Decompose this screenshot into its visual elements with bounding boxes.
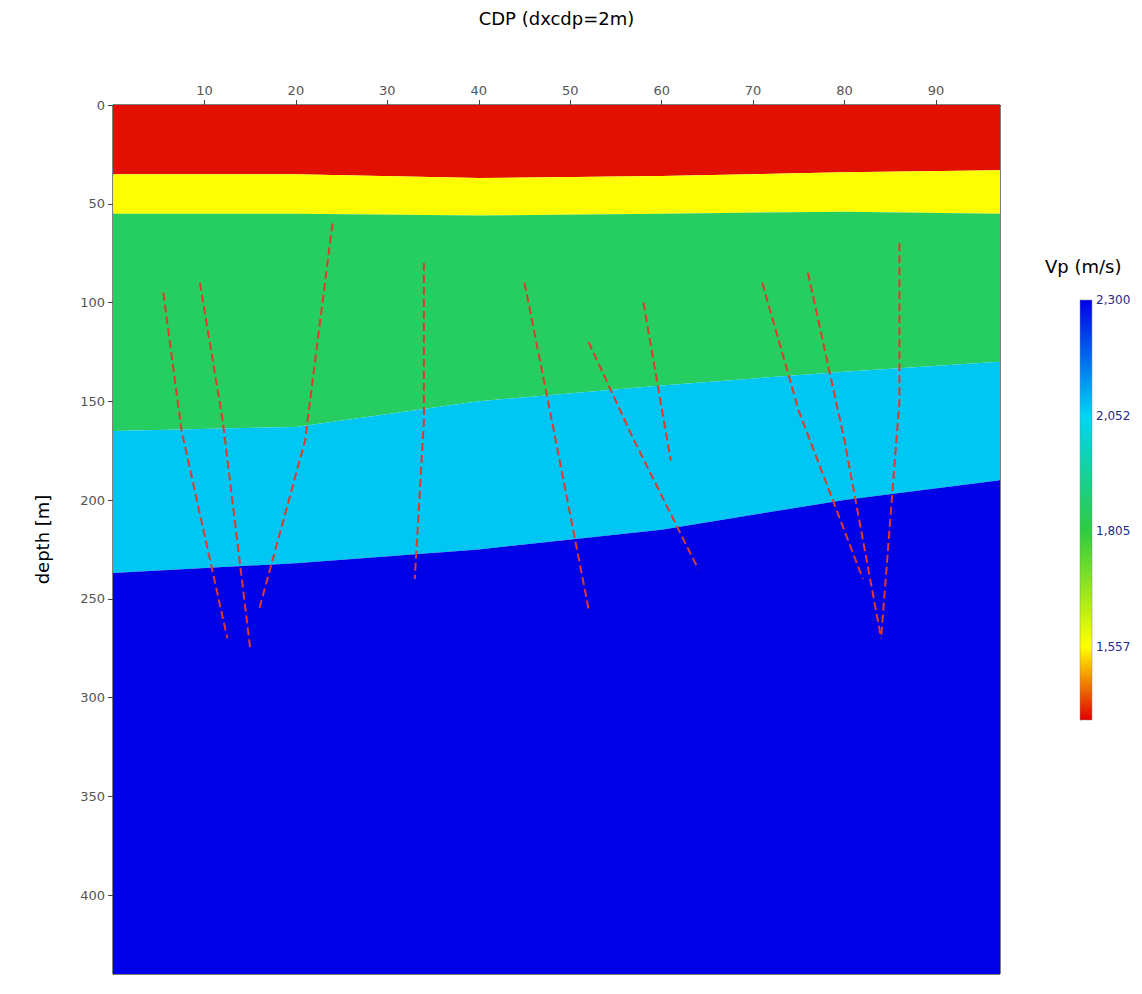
svg-text:20: 20 bbox=[288, 83, 305, 98]
svg-text:300: 300 bbox=[80, 690, 105, 705]
svg-text:50: 50 bbox=[562, 83, 579, 98]
svg-text:CDP (dxcdp=2m): CDP (dxcdp=2m) bbox=[479, 8, 635, 29]
svg-text:60: 60 bbox=[653, 83, 670, 98]
svg-text:2,300: 2,300 bbox=[1096, 293, 1130, 307]
svg-text:90: 90 bbox=[928, 83, 945, 98]
svg-text:1,805: 1,805 bbox=[1096, 524, 1130, 538]
svg-text:1,557: 1,557 bbox=[1096, 640, 1130, 654]
svg-text:depth [m]: depth [m] bbox=[32, 495, 53, 585]
svg-text:50: 50 bbox=[88, 196, 105, 211]
svg-text:10: 10 bbox=[196, 83, 213, 98]
svg-text:400: 400 bbox=[80, 888, 105, 903]
svg-text:80: 80 bbox=[836, 83, 853, 98]
svg-text:0: 0 bbox=[97, 98, 105, 113]
svg-text:2,052: 2,052 bbox=[1096, 409, 1130, 423]
svg-text:250: 250 bbox=[80, 591, 105, 606]
svg-text:Vp (m/s): Vp (m/s) bbox=[1045, 256, 1121, 277]
svg-text:30: 30 bbox=[379, 83, 396, 98]
svg-text:70: 70 bbox=[745, 83, 762, 98]
svg-text:150: 150 bbox=[80, 394, 105, 409]
svg-text:40: 40 bbox=[470, 83, 487, 98]
svg-text:100: 100 bbox=[80, 295, 105, 310]
svg-text:350: 350 bbox=[80, 789, 105, 804]
svg-text:200: 200 bbox=[80, 493, 105, 508]
